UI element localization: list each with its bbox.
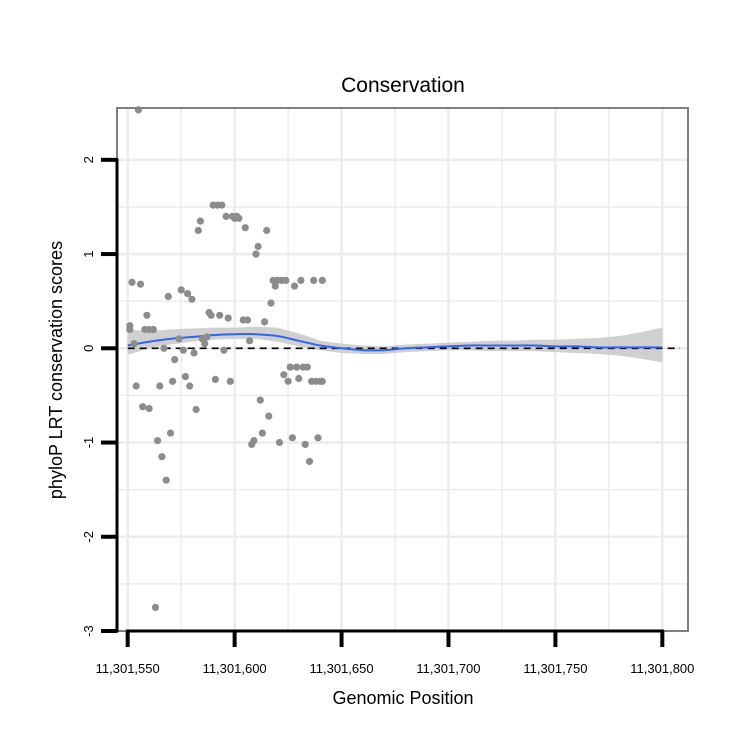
data-point [314, 434, 322, 442]
data-point [216, 311, 224, 319]
smooth-curve [127, 332, 663, 352]
data-point [318, 377, 326, 385]
data-point [267, 299, 275, 307]
data-point [256, 396, 264, 404]
y-tick-label: -1 [81, 437, 96, 449]
data-point [280, 371, 288, 379]
data-point [282, 276, 290, 284]
data-point [293, 363, 301, 371]
y-tick-label: 0 [81, 345, 96, 352]
x-axis-label: Genomic Position [332, 688, 473, 708]
x-tick-label: 11,301,750 [523, 661, 587, 676]
data-point [286, 363, 294, 371]
data-point [288, 434, 296, 442]
data-point [252, 250, 260, 258]
data-point [201, 340, 209, 348]
x-tick-label: 11,301,700 [416, 661, 480, 676]
data-point [263, 226, 271, 235]
data-point [284, 377, 292, 385]
chart-title: Conservation [341, 74, 465, 97]
x-tick-label: 11,301,800 [630, 661, 694, 676]
data-point [301, 440, 309, 448]
data-point [303, 363, 311, 371]
data-point [179, 346, 187, 354]
data-point [132, 382, 140, 390]
data-point [160, 344, 168, 352]
data-point [171, 356, 179, 364]
y-tick-label: 2 [81, 156, 96, 163]
x-tick-label: 11,301,650 [309, 661, 373, 676]
data-point [218, 201, 226, 209]
smooth-curve-layer [127, 332, 663, 352]
data-point [297, 276, 305, 284]
data-point [203, 333, 211, 341]
data-point [149, 325, 157, 334]
data-point [139, 403, 147, 411]
data-point [226, 377, 234, 385]
confidence-ribbon [127, 326, 663, 363]
data-point [207, 311, 215, 319]
data-point [224, 314, 232, 322]
data-point [243, 316, 252, 324]
data-point [290, 282, 299, 290]
data-point [126, 322, 134, 330]
data-point [181, 373, 189, 381]
y-axis: -3 -2 -1 0 1 2 [81, 156, 119, 637]
data-point [175, 335, 183, 343]
data-point [177, 286, 185, 294]
y-axis-label: phyloP LRT conservation scores [46, 241, 66, 499]
data-point [305, 457, 314, 465]
data-point [188, 295, 196, 303]
data-point [136, 280, 145, 288]
data-point [143, 311, 151, 319]
data-point [265, 412, 273, 420]
data-point [258, 429, 266, 437]
x-tick-label: 11,301,600 [203, 661, 267, 676]
data-point [158, 453, 166, 461]
plot-panel [117, 108, 688, 631]
data-point [310, 276, 318, 284]
data-point [184, 290, 192, 298]
data-point [145, 405, 153, 413]
data-point [164, 292, 172, 301]
data-point [196, 217, 204, 225]
x-axis: 11,301,550 11,301,600 11,301,650 11,301,700… [96, 629, 694, 676]
data-point [166, 429, 175, 437]
data-point [156, 382, 164, 390]
data-points [126, 106, 326, 612]
data-point [192, 405, 200, 414]
data-point [241, 224, 249, 232]
data-point [169, 377, 177, 385]
data-point [318, 276, 326, 284]
data-point [186, 382, 194, 390]
data-point [295, 374, 303, 383]
data-point [235, 214, 243, 222]
data-point [128, 278, 136, 286]
data-point [151, 603, 160, 612]
data-point [275, 438, 284, 447]
x-tick-label: 11,301,550 [96, 661, 160, 676]
data-point [246, 337, 254, 345]
data-point [154, 437, 162, 445]
data-point [250, 437, 258, 445]
y-tick-label: -3 [81, 625, 96, 637]
data-point [130, 340, 138, 348]
data-point [220, 346, 228, 354]
y-tick-label: -2 [81, 531, 96, 543]
y-tick-label: 1 [81, 250, 96, 257]
data-point [271, 282, 279, 290]
data-point [261, 318, 269, 326]
confidence-ribbon-layer [127, 326, 663, 363]
data-point [162, 476, 170, 484]
data-point [190, 349, 198, 357]
data-point [254, 242, 262, 251]
data-point [222, 212, 230, 220]
data-point [194, 226, 202, 235]
data-point [211, 375, 219, 383]
